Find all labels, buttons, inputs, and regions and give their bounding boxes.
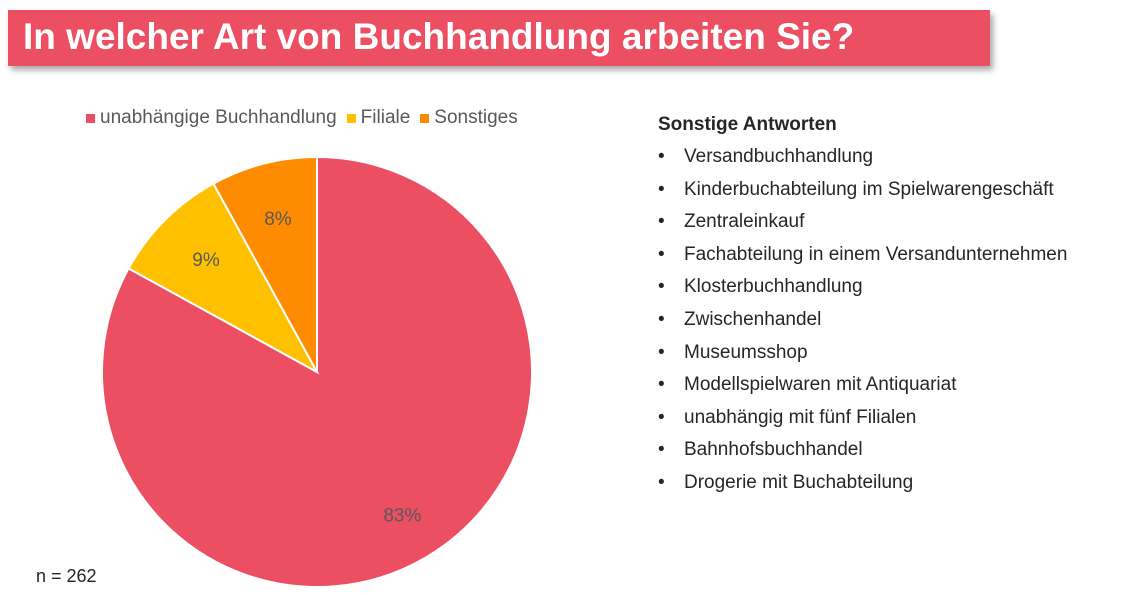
legend-label-independent: unabhängige Buchhandlung [100,107,337,128]
title-banner: In welcher Art von Buchhandlung arbeiten… [8,10,990,66]
list-item: unabhängig mit fünf Filialen [658,402,1067,435]
other-answers-panel: Sonstige Antworten Versandbuchhandlung K… [658,114,1067,500]
data-label-branch: 9% [192,250,220,271]
list-item: Kinderbuchabteilung im Spielwarengeschäf… [658,174,1067,207]
legend-item-branch: Filiale [346,107,411,129]
data-label-independent: 83% [383,505,421,526]
pie-slice-independent [101,155,533,588]
pie-slice-other [212,155,318,373]
pie-slice-branch [127,182,320,375]
legend-item-other: Sonstiges [420,107,518,129]
legend-item-independent: unabhängige Buchhandlung [86,107,337,129]
legend-swatch-branch [346,113,356,123]
list-item: Klosterbuchhandlung [658,271,1067,304]
list-item: Fachabteilung in einem Versandunternehme… [658,239,1067,272]
chart-legend: unabhängige Buchhandlung Filiale Sonstig… [86,107,528,129]
legend-label-other: Sonstiges [434,107,518,128]
list-item: Zentraleinkauf [658,206,1067,239]
list-item: Modellspielwaren mit Antiquariat [658,369,1067,402]
list-item: Versandbuchhandlung [658,141,1067,174]
other-answers-list: Versandbuchhandlung Kinderbuchabteilung … [658,141,1067,500]
legend-swatch-other [420,113,430,123]
legend-swatch-independent [86,113,95,123]
page-title: In welcher Art von Buchhandlung arbeiten… [23,16,855,57]
list-item: Bahnhofsbuchhandel [658,434,1067,467]
legend-label-branch: Filiale [360,107,411,128]
other-answers-heading: Sonstige Antworten [658,114,837,135]
sample-size-label: n = 262 [36,566,97,586]
data-label-other: 8% [264,209,292,230]
list-item: Zwischenhandel [658,304,1067,337]
list-item: Drogerie mit Buchabteilung [658,467,1067,500]
list-item: Museumsshop [658,337,1067,370]
